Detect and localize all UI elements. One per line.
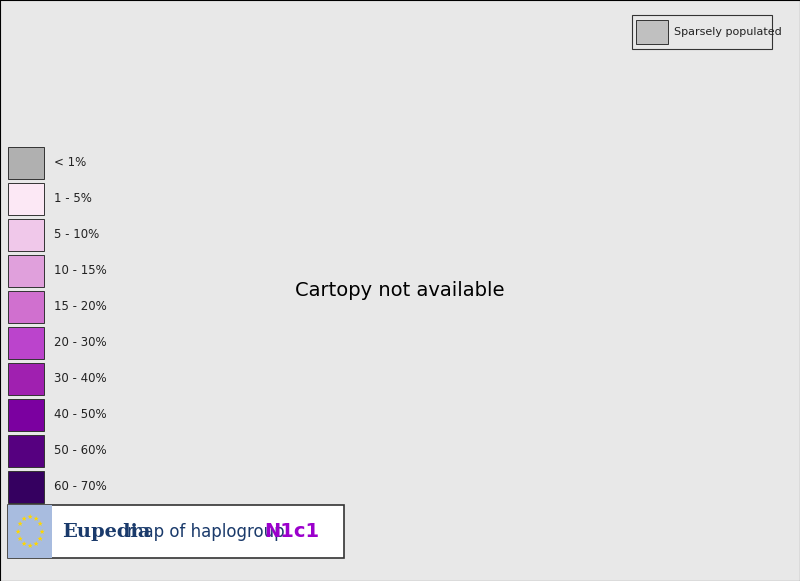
Text: ★: ★: [16, 536, 22, 542]
Text: ★: ★: [33, 541, 38, 547]
Text: map of haplogroup: map of haplogroup: [122, 523, 290, 540]
Text: ★: ★: [26, 514, 33, 520]
Text: ★: ★: [37, 521, 43, 528]
Text: 5 - 10%: 5 - 10%: [54, 228, 99, 241]
Text: > 70%: > 70%: [54, 517, 94, 529]
Text: Cartopy not available: Cartopy not available: [295, 281, 505, 300]
Text: < 1%: < 1%: [54, 156, 86, 169]
Text: 60 - 70%: 60 - 70%: [54, 480, 106, 493]
Text: ★: ★: [38, 529, 45, 535]
Text: ★: ★: [21, 516, 26, 522]
Text: 40 - 50%: 40 - 50%: [54, 408, 106, 421]
Text: ★: ★: [14, 529, 21, 535]
Text: ★: ★: [26, 543, 33, 549]
Text: 10 - 15%: 10 - 15%: [54, 264, 106, 277]
Text: N1c1: N1c1: [264, 522, 319, 541]
Text: 20 - 30%: 20 - 30%: [54, 336, 106, 349]
Text: 30 - 40%: 30 - 40%: [54, 372, 106, 385]
Text: ★: ★: [37, 536, 43, 542]
Text: Eupedia: Eupedia: [62, 523, 151, 540]
Text: ★: ★: [16, 521, 22, 528]
Text: Sparsely populated: Sparsely populated: [674, 27, 782, 37]
Text: ★: ★: [33, 516, 38, 522]
Text: ★: ★: [21, 541, 26, 547]
Text: 1 - 5%: 1 - 5%: [54, 192, 91, 205]
Text: 15 - 20%: 15 - 20%: [54, 300, 106, 313]
Text: 50 - 60%: 50 - 60%: [54, 444, 106, 457]
